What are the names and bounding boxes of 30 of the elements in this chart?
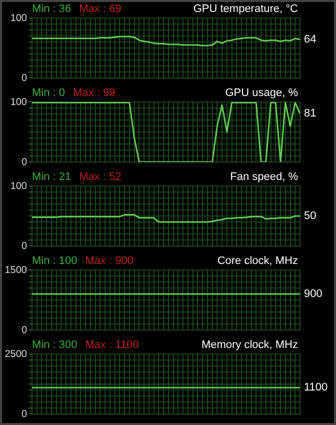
- y-tick-label: 2500: [4, 348, 28, 360]
- chart-title: Fan speed, %: [230, 171, 298, 184]
- data-label: 81: [304, 107, 316, 120]
- y-tick-label: 0: [21, 240, 28, 252]
- y-tick-label: 0: [21, 156, 28, 168]
- text: Max : 1100: [85, 339, 139, 352]
- chart-title: Core clock, MHz: [217, 255, 298, 268]
- y-tick-label: 100: [10, 12, 28, 24]
- text: Min : 21: [32, 171, 72, 184]
- text: Min : 100: [32, 255, 78, 268]
- y-tick-label: 100: [10, 180, 28, 192]
- y-tick-label: 0: [21, 324, 28, 336]
- chart-title: GPU usage, %: [225, 87, 298, 100]
- y-tick-label: 100: [10, 96, 28, 108]
- text: Max : 900: [85, 255, 134, 268]
- text: Min : 36: [32, 3, 72, 16]
- data-label: 1100: [304, 382, 328, 394]
- y-tick-label: 0: [21, 408, 28, 420]
- text: Min : 0: [32, 87, 66, 100]
- chart-title: GPU temperature, °C: [193, 3, 298, 16]
- y-tick-label: 0: [21, 72, 28, 84]
- chart-title: Memory clock, MHz: [201, 339, 298, 352]
- data-label: 64: [304, 34, 316, 46]
- data-label: 900: [304, 288, 322, 300]
- text: Max : 99: [73, 87, 116, 100]
- text: Max : 52: [79, 171, 122, 184]
- y-tick-label: 1500: [4, 264, 28, 276]
- data-label: 50: [304, 210, 316, 222]
- text: Max : 69: [79, 3, 122, 16]
- text: Min : 300: [32, 339, 78, 352]
